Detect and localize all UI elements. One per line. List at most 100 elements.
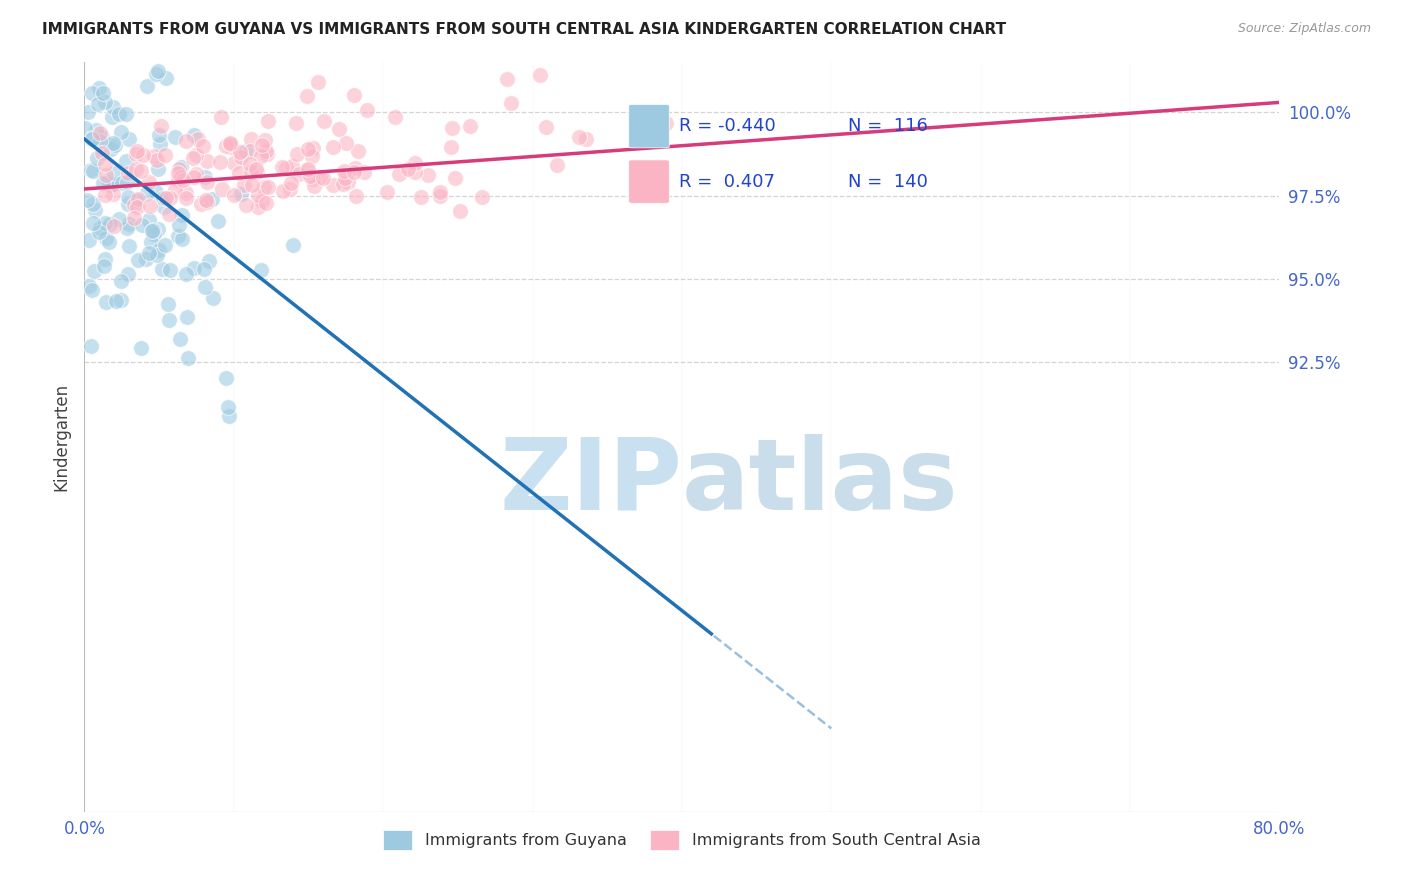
Point: [224, 156, 246, 170]
Point: [534, 120, 557, 134]
Point: [89, 134, 111, 148]
Point: [114, 154, 136, 169]
Point: [229, 187, 252, 202]
Point: [80, 131, 103, 145]
Point: [297, 162, 319, 177]
Point: [429, 189, 451, 203]
Text: IMMIGRANTS FROM GUYANA VS IMMIGRANTS FROM SOUTH CENTRAL ASIA KINDERGARTEN CORREL: IMMIGRANTS FROM GUYANA VS IMMIGRANTS FRO…: [42, 22, 1007, 37]
Point: [89, 126, 111, 140]
Point: [183, 151, 205, 165]
Point: [103, 136, 125, 151]
Point: [117, 175, 139, 189]
Point: [152, 191, 174, 205]
Point: [139, 199, 162, 213]
Point: [219, 140, 242, 154]
Point: [125, 194, 148, 208]
Point: [125, 162, 148, 177]
Point: [138, 212, 160, 227]
Point: [124, 211, 146, 226]
Point: [118, 131, 141, 145]
Point: [344, 161, 367, 176]
Point: [145, 185, 167, 199]
Point: [135, 252, 157, 267]
Point: [145, 67, 167, 81]
Point: [77, 278, 100, 293]
Point: [94, 156, 117, 170]
Point: [172, 173, 194, 187]
Point: [167, 166, 190, 180]
Point: [215, 370, 238, 384]
Point: [281, 237, 304, 252]
Point: [91, 176, 114, 190]
Point: [301, 141, 323, 155]
Point: [97, 235, 120, 249]
Point: [125, 145, 148, 159]
Point: [546, 158, 568, 172]
Point: [101, 187, 124, 202]
Point: [177, 351, 200, 365]
Point: [254, 195, 277, 210]
Point: [111, 176, 134, 190]
Point: [250, 194, 273, 208]
Point: [297, 162, 319, 177]
Point: [295, 89, 318, 103]
Point: [155, 70, 177, 85]
Point: [281, 159, 304, 173]
Point: [441, 120, 464, 135]
Point: [231, 150, 253, 164]
Point: [97, 175, 120, 189]
Point: [404, 156, 426, 170]
Point: [195, 193, 218, 207]
Point: [91, 129, 114, 144]
Point: [333, 164, 356, 178]
Point: [149, 119, 172, 133]
Point: [169, 332, 191, 346]
Point: [87, 96, 110, 111]
Point: [344, 189, 367, 203]
Point: [103, 137, 125, 152]
Point: [384, 110, 406, 124]
Point: [127, 252, 149, 267]
Point: [287, 167, 309, 181]
Point: [117, 197, 139, 211]
Point: [346, 145, 368, 159]
Point: [183, 169, 205, 184]
Point: [153, 200, 176, 214]
FancyBboxPatch shape: [628, 160, 669, 203]
Point: [174, 267, 197, 281]
Point: [297, 142, 319, 156]
Text: atlas: atlas: [682, 434, 959, 531]
Point: [131, 218, 153, 232]
Point: [183, 128, 205, 142]
Point: [77, 233, 100, 247]
Point: [195, 194, 218, 209]
Point: [186, 148, 208, 162]
Point: [103, 100, 125, 114]
Point: [240, 178, 263, 192]
Point: [416, 169, 439, 183]
Point: [82, 164, 104, 178]
Point: [211, 182, 233, 196]
Point: [98, 217, 121, 231]
Point: [108, 107, 131, 121]
Point: [80, 132, 103, 146]
Point: [298, 169, 321, 183]
Point: [117, 190, 139, 204]
Point: [287, 146, 309, 161]
Point: [332, 177, 354, 191]
Point: [91, 145, 114, 160]
Point: [278, 182, 301, 196]
Point: [308, 169, 330, 184]
Point: [127, 192, 149, 206]
Point: [336, 175, 359, 189]
Point: [209, 110, 232, 124]
Point: [245, 165, 267, 179]
Point: [353, 165, 375, 179]
Point: [91, 86, 114, 100]
Point: [235, 198, 257, 212]
Point: [94, 231, 117, 245]
Point: [143, 149, 166, 163]
Point: [100, 178, 122, 193]
Point: [239, 157, 262, 171]
Point: [302, 171, 325, 186]
